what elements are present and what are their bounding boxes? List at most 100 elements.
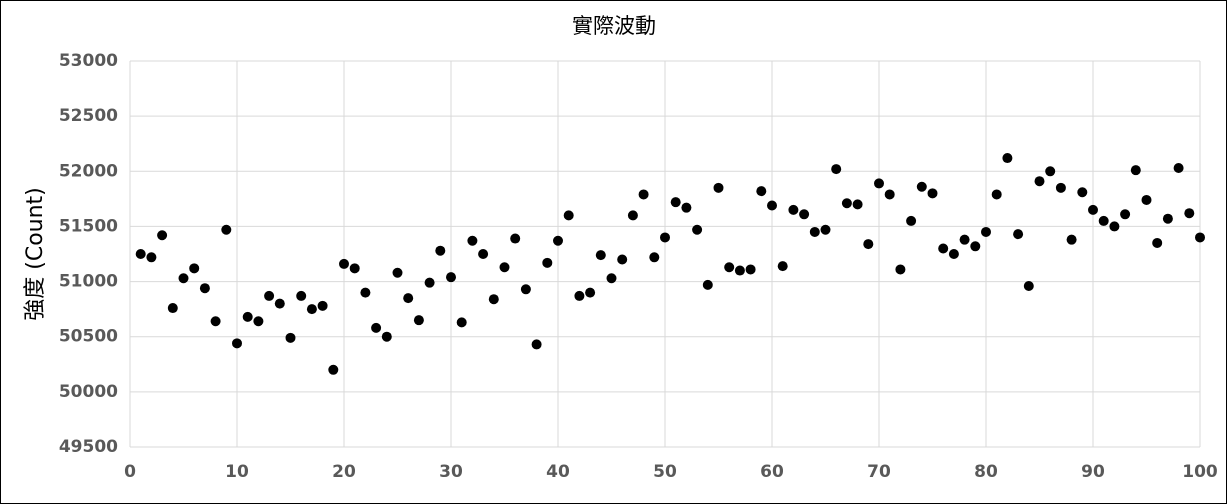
point — [317, 300, 328, 311]
point — [841, 198, 852, 209]
point — [1002, 153, 1013, 164]
point — [510, 233, 521, 244]
point — [435, 245, 446, 256]
point — [488, 294, 499, 305]
x-tick-label: 60 — [760, 462, 784, 482]
point — [724, 262, 735, 273]
point — [927, 188, 938, 199]
point — [553, 235, 563, 246]
point — [1023, 280, 1034, 291]
point — [809, 226, 820, 237]
point — [660, 232, 670, 243]
point — [1120, 209, 1131, 220]
y-tick-label: 49500 — [59, 437, 118, 457]
point — [210, 316, 221, 327]
point — [167, 303, 178, 314]
point — [499, 262, 510, 273]
point — [478, 249, 489, 259]
point — [1055, 182, 1066, 193]
point — [339, 258, 349, 269]
point — [970, 241, 981, 252]
point — [713, 182, 724, 193]
point — [296, 290, 307, 301]
point — [1173, 162, 1184, 173]
x-tick-label: 0 — [124, 462, 136, 482]
point — [799, 209, 810, 220]
point — [1077, 187, 1088, 198]
point — [1013, 229, 1024, 240]
point — [895, 264, 906, 275]
point — [178, 273, 189, 284]
point — [1130, 165, 1141, 176]
point — [585, 287, 596, 298]
point — [1152, 237, 1163, 248]
point — [863, 239, 874, 250]
point — [424, 277, 435, 288]
point — [360, 287, 371, 298]
x-tick-label: 30 — [439, 462, 463, 482]
point — [467, 235, 478, 246]
point — [542, 257, 553, 268]
point — [392, 267, 403, 278]
point — [520, 284, 531, 295]
point — [702, 279, 713, 290]
point — [232, 338, 242, 349]
x-tick-label: 80 — [974, 462, 998, 482]
point — [916, 181, 927, 192]
y-tick-label: 50500 — [59, 327, 118, 347]
point — [1195, 232, 1205, 243]
point — [1162, 213, 1173, 224]
point — [274, 298, 285, 309]
point — [242, 311, 253, 322]
point — [1098, 215, 1109, 226]
x-tick-label: 10 — [225, 462, 249, 482]
x-tick-label: 40 — [546, 462, 570, 482]
point — [692, 224, 703, 235]
point — [146, 252, 157, 263]
point — [681, 202, 692, 213]
point — [852, 199, 863, 210]
x-tick-label: 100 — [1182, 462, 1218, 482]
y-tick-label: 53000 — [59, 51, 118, 71]
point — [938, 243, 949, 254]
point — [306, 304, 317, 315]
point — [264, 290, 275, 301]
point — [831, 164, 842, 175]
point — [371, 322, 382, 333]
point — [1184, 208, 1195, 219]
point — [221, 224, 232, 235]
point — [199, 283, 210, 294]
point — [574, 290, 585, 301]
point — [606, 273, 617, 284]
point — [446, 272, 456, 283]
point — [253, 316, 264, 327]
point — [595, 250, 606, 261]
y-tick-label: 51500 — [59, 216, 118, 236]
point — [617, 254, 628, 265]
x-tick-label: 70 — [867, 462, 891, 482]
point — [403, 293, 414, 304]
point — [1141, 194, 1152, 205]
point — [948, 249, 959, 259]
point — [767, 200, 777, 211]
point — [981, 226, 991, 237]
point — [991, 189, 1002, 200]
point — [157, 230, 168, 241]
chart-title: 實際波動 — [572, 14, 656, 38]
point — [189, 263, 200, 274]
y-tick-label: 50000 — [59, 382, 118, 402]
x-tick-label: 90 — [1081, 462, 1105, 482]
point — [1034, 176, 1045, 187]
point — [745, 264, 756, 275]
y-tick-label: 51000 — [59, 272, 118, 292]
point — [788, 204, 799, 215]
point — [381, 331, 392, 342]
point — [734, 265, 745, 276]
point — [531, 339, 542, 350]
point — [1045, 166, 1056, 177]
y-tick-label: 52500 — [59, 106, 118, 126]
point — [1109, 221, 1120, 232]
point — [135, 249, 146, 259]
x-tick-label: 50 — [653, 462, 677, 482]
